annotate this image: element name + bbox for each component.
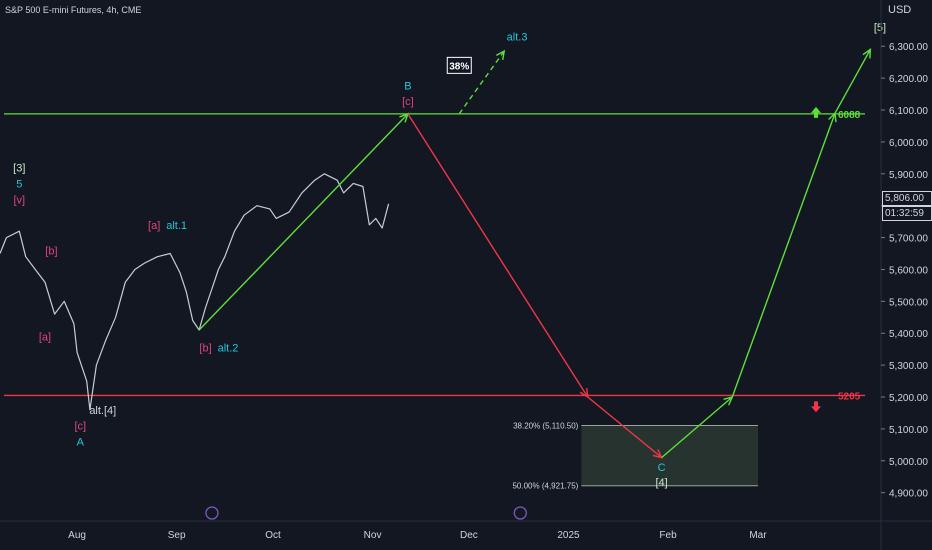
wave-label: alt.3: [507, 32, 528, 44]
price-series: [0, 173, 390, 411]
y-tick-label: 5,000.00: [889, 457, 928, 468]
time-axis[interactable]: Aug Sep Oct Nov Dec 2025 Feb Mar: [0, 506, 932, 541]
scroll-to-realtime-icon[interactable]: [205, 506, 219, 520]
x-tick-label: Aug: [68, 530, 86, 541]
x-tick-label: Nov: [364, 530, 382, 541]
wave-segment[interactable]: [198, 113, 409, 331]
x-tick-label: 2025: [557, 530, 580, 541]
y-tick-label: 5,500.00: [889, 297, 928, 308]
y-tick-label: 5,200.00: [889, 393, 928, 404]
price-axis[interactable]: 4,900.00 5,000.00 5,100.00 5,200.00 5,300.00…: [880, 0, 928, 550]
chart-title: S&P 500 E-mini Futures, 4h, CME: [5, 5, 142, 15]
y-tick-label: 5,100.00: [889, 425, 928, 436]
wave-segment[interactable]: [661, 396, 733, 459]
wave-label: [c]: [74, 421, 86, 433]
y-tick-label: 4,900.00: [889, 489, 928, 500]
wave-label: [3]: [13, 162, 25, 174]
fib-zone: 38.20% (5,110.50) 50.00% (4,921.75): [512, 422, 758, 491]
wave-label: [4]: [655, 477, 667, 489]
wave-label: [v]: [13, 194, 25, 206]
wave-label: A: [77, 437, 85, 449]
y-tick-label: 5,700.00: [889, 234, 928, 245]
wave-label: C: [658, 462, 666, 474]
wave-label: alt.2: [218, 343, 239, 355]
x-tick-label: Oct: [265, 530, 281, 541]
wave-label: B: [404, 80, 411, 92]
current-price-label: 5,806.00: [882, 191, 932, 206]
wave-projection[interactable]: [198, 48, 872, 459]
arrow-up-icon: [811, 106, 821, 118]
wave-arrowhead: [495, 49, 506, 61]
wave-label: [a]: [148, 220, 160, 232]
wave-label: [5]: [874, 22, 886, 34]
horizontal-levels[interactable]: 6088 5205: [4, 106, 865, 413]
wave-label: alt.1: [166, 220, 187, 232]
y-tick-label: 5,400.00: [889, 329, 928, 340]
percent-box-label: 38%: [449, 61, 469, 72]
wave-label: [c]: [402, 96, 414, 108]
x-tick-label: Sep: [168, 530, 186, 541]
wave-arrowhead: [862, 48, 872, 59]
wave-labels: [3]5[v][b][a]alt.[4][c]A[a] alt.1[b] alt.2…: [13, 22, 886, 489]
arrow-down-icon: [811, 401, 821, 413]
y-tick-label: 5,300.00: [889, 361, 928, 372]
wave-segment[interactable]: [587, 396, 663, 459]
wave-label: 5: [16, 178, 22, 190]
scroll-to-realtime-icon[interactable]: [513, 506, 527, 520]
fib-top-label: 38.20% (5,110.50): [513, 422, 579, 431]
y-tick-label: 6,200.00: [889, 74, 928, 85]
x-tick-label: Mar: [749, 530, 767, 541]
level-label-5205: 5205: [838, 391, 861, 402]
percent-box: [446, 56, 472, 74]
wave-segment[interactable]: [834, 49, 871, 114]
y-tick-label: 5,900.00: [889, 170, 928, 181]
wave-label: alt.[4]: [89, 405, 116, 417]
y-tick-label: 6,100.00: [889, 106, 928, 117]
fib-bottom-label: 50.00% (4,921.75): [512, 482, 578, 491]
y-tick-label: 5,600.00: [889, 265, 928, 276]
y-tick-label: 6,000.00: [889, 138, 928, 149]
wave-label: [b]: [45, 245, 57, 257]
fib-zone-rect: [581, 425, 758, 486]
y-tick-label: 6,300.00: [889, 42, 928, 53]
price-line: [0, 173, 390, 411]
x-tick-label: Dec: [460, 530, 478, 541]
wave-label: [b]: [199, 343, 211, 355]
wave-segment[interactable]: [458, 50, 505, 115]
wave-label: [a]: [39, 331, 51, 343]
x-tick-label: Feb: [659, 530, 677, 541]
wave-segment[interactable]: [407, 113, 589, 398]
bar-countdown-label: 01:32:59: [882, 206, 932, 221]
level-label-6088: 6088: [838, 110, 861, 121]
wave-segment[interactable]: [731, 112, 836, 398]
currency-label[interactable]: USD: [888, 4, 912, 16]
